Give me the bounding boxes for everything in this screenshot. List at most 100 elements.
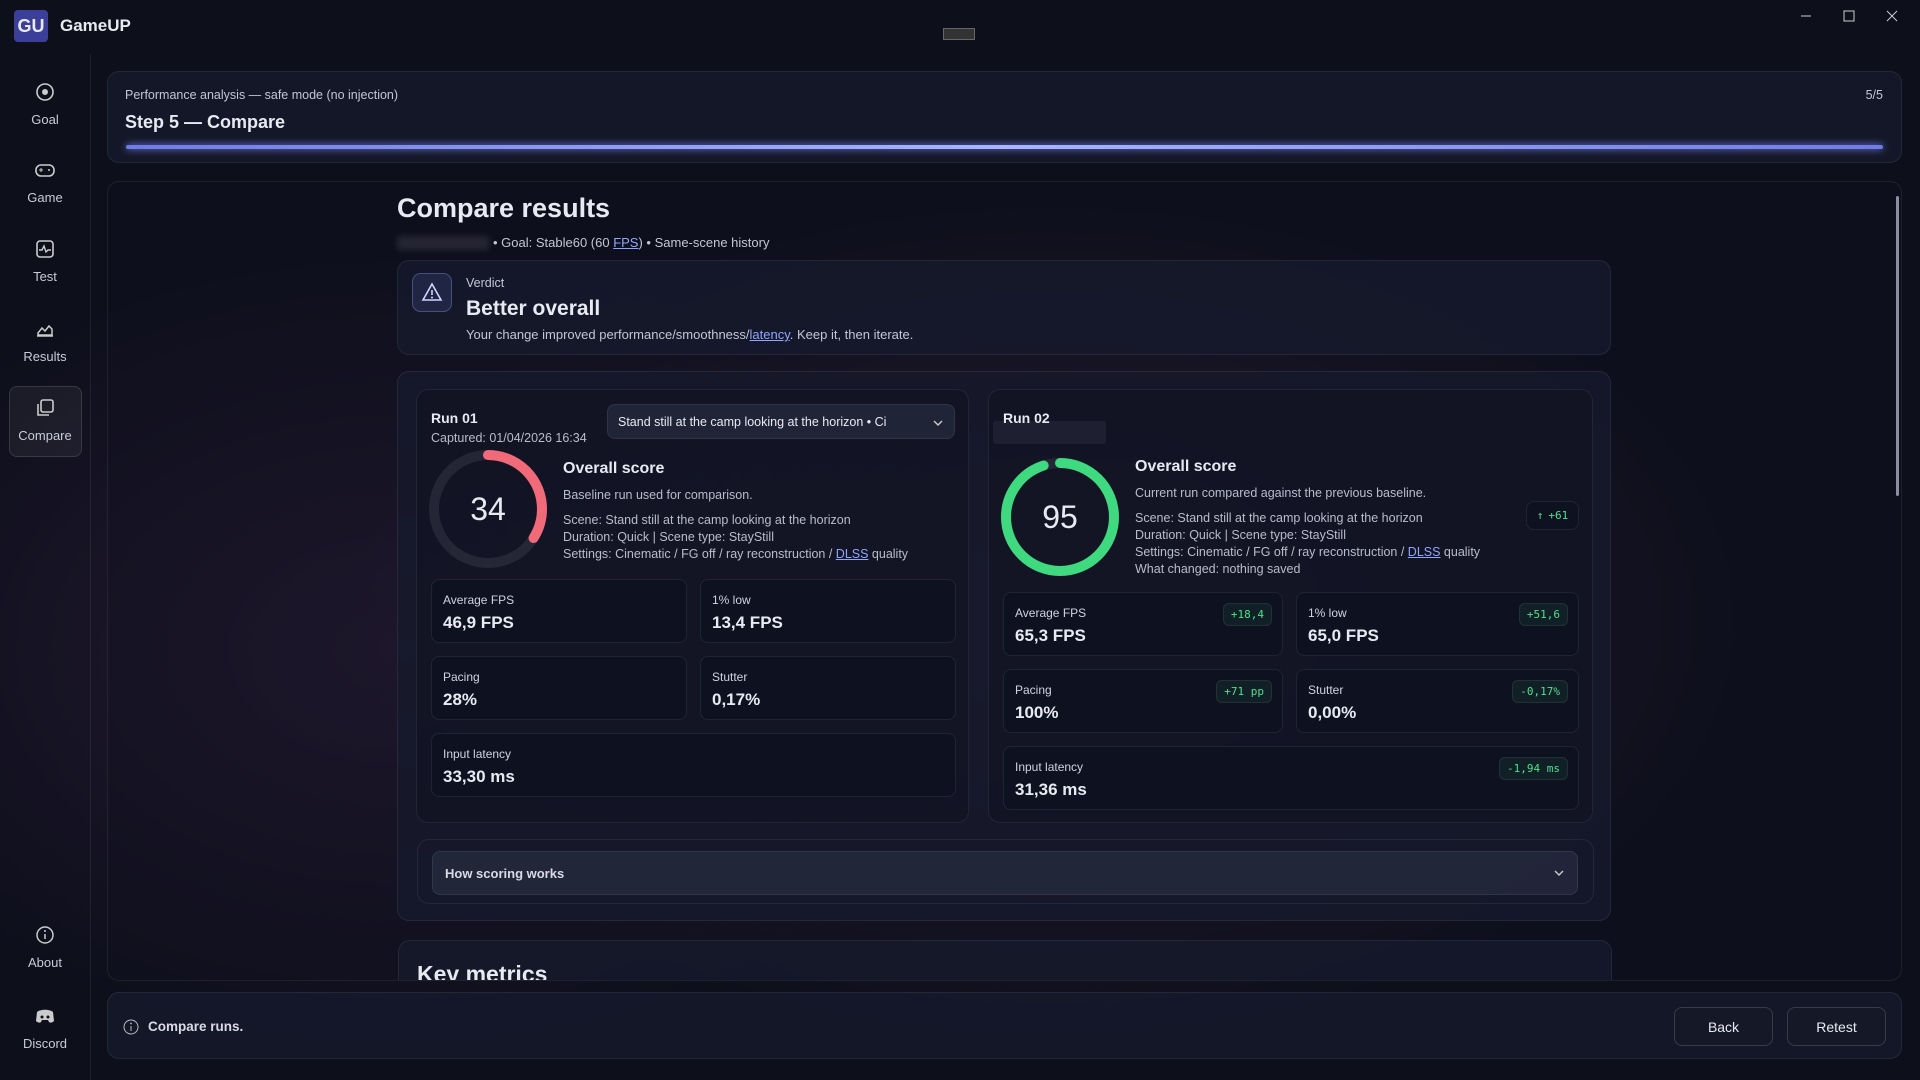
step-header: Performance analysis — safe mode (no inj…: [107, 71, 1902, 163]
step-subtitle: Performance analysis — safe mode (no inj…: [125, 88, 399, 102]
metric-value: 13,4 FPS: [712, 613, 783, 632]
metric-value: 0,17%: [712, 690, 761, 709]
footer-bar: Compare runs.: [107, 992, 1902, 1059]
retest-button[interactable]: Retest: [1787, 1007, 1886, 1046]
link[interactable]: latency: [749, 327, 790, 342]
window-controls[interactable]: [1795, 4, 1915, 28]
nav-icon: [36, 83, 54, 101]
nav-label[interactable]: About: [28, 955, 62, 970]
metric-label: Stutter: [712, 670, 748, 684]
run-captured: Captured: 01/04/2026 16:34: [431, 431, 587, 445]
nav-icon: [36, 1009, 54, 1023]
score-value: 95: [1042, 499, 1078, 535]
nav-icon: [37, 399, 54, 416]
run-card: Run 01 Captured: 01/04/2026 16:34 Stand st…: [416, 389, 969, 823]
score-ring: [1001, 458, 1119, 576]
link[interactable]: DLSS: [835, 547, 869, 561]
verdict-card: Verdict Better overall Your change impro…: [397, 260, 1611, 355]
nav-label[interactable]: Results: [23, 349, 67, 364]
redacted: [993, 421, 1106, 444]
text: quality: [868, 547, 909, 561]
metric-label: Input latency: [1015, 760, 1084, 774]
run-detail: Scene: Stand still at the camp looking a…: [1135, 511, 1423, 525]
metric-tile: Input latency 31,36 ms -1,94 ms: [1003, 746, 1579, 810]
run-detail: Scene: Stand still at the camp looking a…: [563, 513, 851, 527]
metric-delta: +18,4: [1222, 603, 1272, 626]
metric-value: 31,36 ms: [1015, 780, 1087, 799]
nav-label[interactable]: Compare: [18, 428, 72, 443]
logo: GU: [14, 10, 48, 42]
metric-label: Pacing: [1015, 683, 1052, 697]
text: Settings: Cinematic / FG off / ray recon…: [1135, 545, 1408, 559]
metric-value: 65,3 FPS: [1015, 626, 1086, 645]
score-title: Overall score: [563, 460, 665, 477]
verdict-text: Your change improved performance/smoothn…: [466, 327, 913, 342]
metric-tile: Average FPS 65,3 FPS +18,4: [1003, 592, 1283, 656]
key-metrics-card: Key metrics: [398, 940, 1612, 981]
score-description: Baseline run used for comparison.: [563, 488, 753, 502]
back-button[interactable]: Back: [1674, 1007, 1773, 1046]
delta-text: +61: [1548, 509, 1569, 522]
metric-label: Average FPS: [1015, 606, 1087, 620]
chevron: [933, 420, 943, 426]
run-settings: Settings: Cinematic / FG off / ray recon…: [1135, 545, 1480, 559]
metric-value: 100%: [1015, 703, 1059, 722]
metric-label: 1% low: [712, 593, 751, 607]
nav-icon: [36, 240, 54, 258]
run-settings: Settings: Cinematic / FG off / ray recon…: [563, 547, 908, 561]
ring-arc: [429, 450, 547, 568]
metric-tile: Pacing 100% +71 pp: [1003, 669, 1283, 733]
verdict-title: Better overall: [466, 297, 601, 320]
score-value: 34: [470, 491, 506, 527]
redacted: [397, 236, 489, 250]
sidebar-divider: [90, 54, 91, 1080]
metric-delta: +51,6: [1518, 603, 1568, 626]
link[interactable]: DLSS: [1407, 545, 1441, 559]
meta-text: • Goal: Stable60 (60: [493, 235, 614, 250]
nav-label[interactable]: Discord: [22, 1036, 68, 1051]
text: . Keep it, then iterate.: [789, 327, 914, 342]
info-icon: [123, 1019, 139, 1035]
run-name: Run 01: [431, 410, 478, 426]
step-counter: 5/5: [1865, 88, 1883, 102]
text: quality: [1440, 545, 1481, 559]
run-detail: Duration: Quick | Scene type: StayStill: [563, 530, 774, 544]
run-detail: Duration: Quick | Scene type: StayStill: [1135, 528, 1346, 542]
scrollbar[interactable]: [1896, 196, 1899, 496]
meta-link[interactable]: FPS: [613, 235, 639, 250]
metric-tile: Stutter 0,17%: [700, 656, 956, 720]
metric-value: 0,00%: [1308, 703, 1357, 722]
verdict-icon: [412, 273, 452, 312]
page-meta: • Goal: Stable60 (60 FPS) • Same-scene h…: [493, 235, 769, 250]
arrow: ↑: [1536, 509, 1544, 522]
score-ring: [429, 450, 547, 568]
page-title: Compare results: [397, 193, 611, 223]
metric-tile: Average FPS 46,9 FPS: [431, 579, 687, 643]
run-changed: What changed: nothing saved: [1135, 562, 1301, 576]
score-description: Current run compared against the previou…: [1135, 486, 1427, 500]
nav-icon: [37, 324, 53, 337]
nav-label[interactable]: Goal: [31, 112, 59, 127]
ring-arc: [1001, 458, 1119, 576]
metric-delta: +71 pp: [1216, 680, 1272, 703]
progress-bar: [126, 145, 1883, 149]
metric-tile: Input latency 33,30 ms: [431, 733, 956, 797]
scene-dropdown[interactable]: Stand still at the camp looking at the h…: [607, 404, 955, 439]
footer-status: Compare runs.: [148, 1019, 244, 1034]
scene-select: Stand still at the camp looking at the h…: [618, 415, 887, 429]
metric-tile: Pacing 28%: [431, 656, 687, 720]
nav-label[interactable]: Test: [33, 269, 57, 284]
metric-label: 1% low: [1308, 606, 1347, 620]
key-metrics-title: Key metrics: [417, 961, 548, 981]
nav-label[interactable]: Game: [27, 190, 63, 205]
metric-tile: 1% low 13,4 FPS: [700, 579, 956, 643]
scoring-toggle[interactable]: How scoring works: [432, 851, 1578, 895]
metric-label: Average FPS: [443, 593, 515, 607]
metric-value: 65,0 FPS: [1308, 626, 1379, 645]
step-title: Step 5 — Compare: [125, 112, 286, 132]
metric-value: 33,30 ms: [443, 767, 515, 786]
nav-icon: [36, 926, 54, 944]
metric-label: Pacing: [443, 670, 480, 684]
scoring-label: How scoring works: [445, 866, 565, 881]
